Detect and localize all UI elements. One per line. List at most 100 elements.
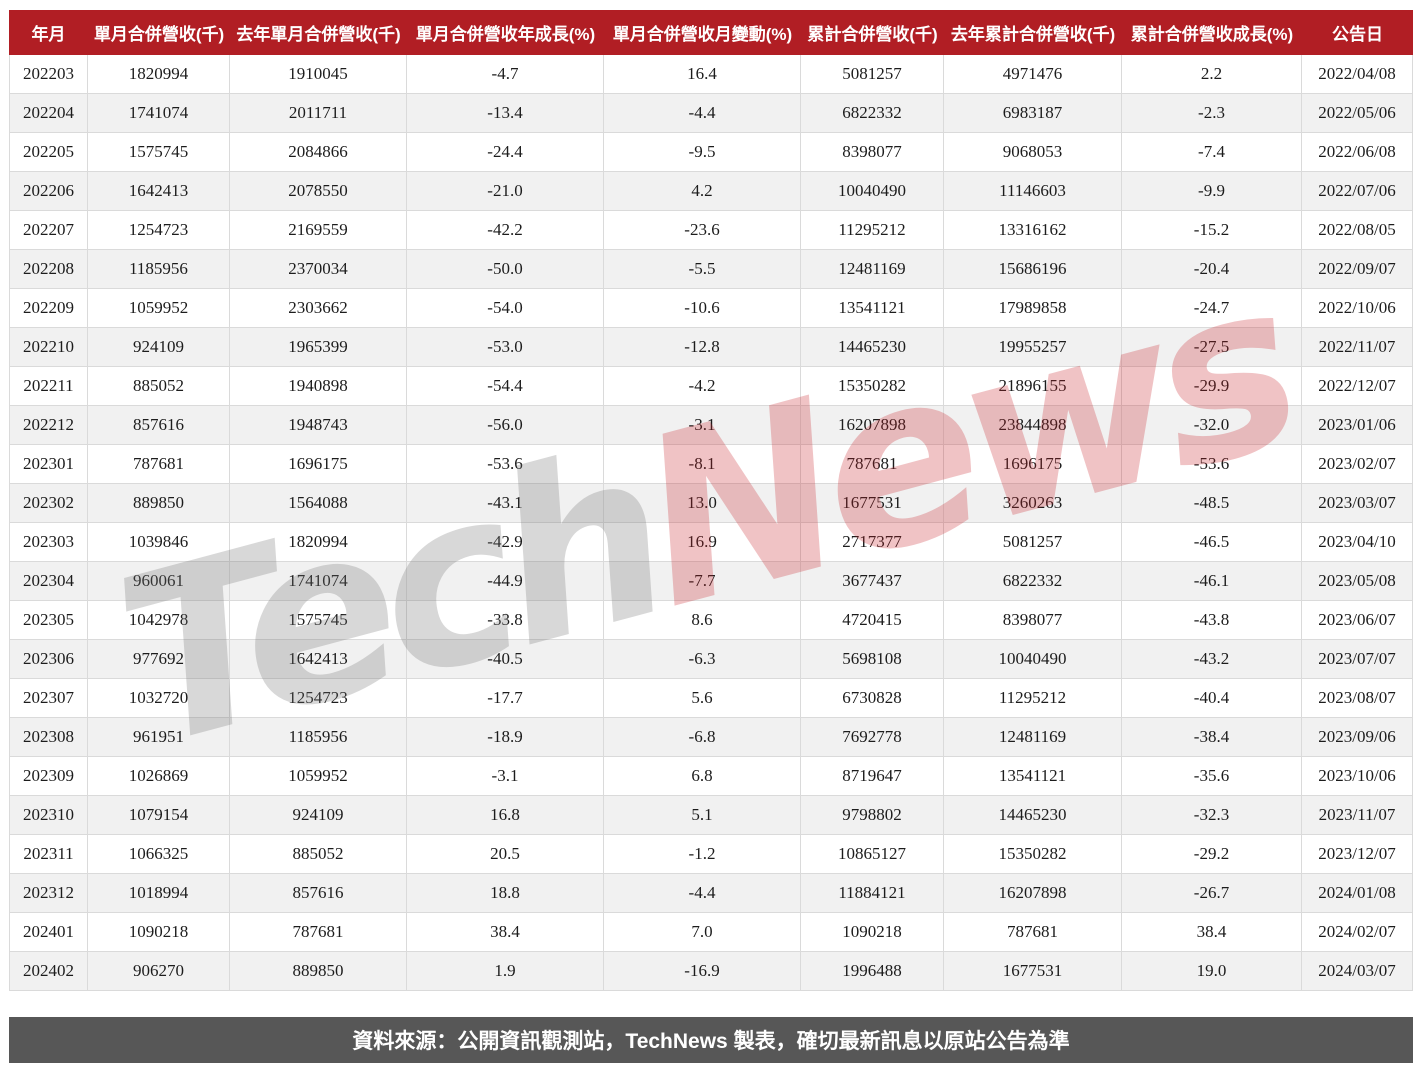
table-cell: 17989858 [944, 289, 1122, 327]
table-cell: 1575745 [230, 601, 407, 639]
table-cell: 1079154 [88, 796, 230, 834]
table-cell: 202308 [10, 718, 88, 756]
table-row: 202310 1079154 924109 16.8 5.1 9798802 1446523… [10, 796, 1413, 835]
table-cell: -5.5 [604, 250, 801, 288]
table-cell: 889850 [88, 484, 230, 522]
table-cell: -16.9 [604, 952, 801, 990]
table-cell: 202204 [10, 94, 88, 132]
table-cell: 13541121 [944, 757, 1122, 795]
table-cell: 2023/06/07 [1302, 601, 1413, 639]
table-cell: 2023/11/07 [1302, 796, 1413, 834]
table-header-row: 年月 單月合併營收(千) 去年單月合併營收(千) 單月合併營收年成長(%) 單月合併營收… [9, 10, 1413, 55]
table-cell: 2022/12/07 [1302, 367, 1413, 405]
table-row: 202209 1059952 2303662 -54.0 -10.6 13541121 17… [10, 289, 1413, 328]
table-row: 202204 1741074 2011711 -13.4 -4.4 6822332 6983… [10, 94, 1413, 133]
table-cell: 202309 [10, 757, 88, 795]
table-cell: 1018994 [88, 874, 230, 912]
table-row: 202206 1642413 2078550 -21.0 4.2 10040490 1114… [10, 172, 1413, 211]
table-cell: 2023/08/07 [1302, 679, 1413, 717]
table-cell: 889850 [230, 952, 407, 990]
table-cell: -46.1 [1122, 562, 1302, 600]
table-row: 202309 1026869 1059952 -3.1 6.8 8719647 135411… [10, 757, 1413, 796]
table-cell: 2023/04/10 [1302, 523, 1413, 561]
table-cell: 1741074 [88, 94, 230, 132]
table-row: 202302 889850 1564088 -43.1 13.0 1677531 32602… [10, 484, 1413, 523]
column-header: 公告日 [1332, 25, 1383, 44]
table-row: 202312 1018994 857616 18.8 -4.4 11884121 16207… [10, 874, 1413, 913]
table-cell: 6822332 [944, 562, 1122, 600]
table-cell: 1940898 [230, 367, 407, 405]
table-row: 202311 1066325 885052 20.5 -1.2 10865127 15350… [10, 835, 1413, 874]
table-cell: 16.8 [407, 796, 604, 834]
table-cell: -21.0 [407, 172, 604, 210]
table-body: 202203 1820994 1910045 -4.7 16.4 5081257 49714… [9, 55, 1413, 991]
table-cell: 977692 [88, 640, 230, 678]
table-cell: -32.0 [1122, 406, 1302, 444]
column-header: 單月合併營收年成長(%) [415, 25, 596, 44]
table-cell: -3.1 [604, 406, 801, 444]
table-row: 202301 787681 1696175 -53.6 -8.1 787681 169617… [10, 445, 1413, 484]
table-cell: 202301 [10, 445, 88, 483]
table-cell: 202302 [10, 484, 88, 522]
table-cell: 13.0 [604, 484, 801, 522]
table-cell: 1741074 [230, 562, 407, 600]
table-row: 202401 1090218 787681 38.4 7.0 1090218 787681 3… [10, 913, 1413, 952]
table-cell: 5.6 [604, 679, 801, 717]
table-cell: 1820994 [88, 55, 230, 93]
table-cell: 11295212 [801, 211, 944, 249]
table-row: 202306 977692 1642413 -40.5 -6.3 5698108 10040… [10, 640, 1413, 679]
table-row: 202303 1039846 1820994 -42.9 16.9 2717377 5081… [10, 523, 1413, 562]
table-cell: 2023/10/06 [1302, 757, 1413, 795]
table-row: 202307 1032720 1254723 -17.7 5.6 6730828 11295… [10, 679, 1413, 718]
table-cell: -13.4 [407, 94, 604, 132]
table-cell: 16207898 [944, 874, 1122, 912]
table-cell: -43.1 [407, 484, 604, 522]
table-cell: 1965399 [230, 328, 407, 366]
table-row: 202402 906270 889850 1.9 -16.9 1996488 1677531… [10, 952, 1413, 991]
table-cell: -40.4 [1122, 679, 1302, 717]
table-cell: 4720415 [801, 601, 944, 639]
table-cell: 2084866 [230, 133, 407, 171]
table-cell: 3677437 [801, 562, 944, 600]
table-cell: 4.2 [604, 172, 801, 210]
table-cell: 202307 [10, 679, 88, 717]
table-cell: 1026869 [88, 757, 230, 795]
table-cell: 1696175 [944, 445, 1122, 483]
column-header: 單月合併營收月變動(%) [612, 25, 793, 44]
table-cell: 19955257 [944, 328, 1122, 366]
table-cell: 10865127 [801, 835, 944, 873]
table-cell: 885052 [88, 367, 230, 405]
table-cell: 960061 [88, 562, 230, 600]
table-cell: 4971476 [944, 55, 1122, 93]
table-cell: 2023/07/07 [1302, 640, 1413, 678]
table-cell: 2022/06/08 [1302, 133, 1413, 171]
table-cell: -10.6 [604, 289, 801, 327]
table-cell: -33.8 [407, 601, 604, 639]
table-cell: 202211 [10, 367, 88, 405]
table-cell: -29.9 [1122, 367, 1302, 405]
table-cell: 2303662 [230, 289, 407, 327]
table-cell: 202402 [10, 952, 88, 990]
table-cell: 1032720 [88, 679, 230, 717]
table-cell: 1677531 [944, 952, 1122, 990]
table-cell: 202210 [10, 328, 88, 366]
table-cell: 2024/01/08 [1302, 874, 1413, 912]
table-cell: 1254723 [230, 679, 407, 717]
table-cell: 13541121 [801, 289, 944, 327]
table-cell: 16207898 [801, 406, 944, 444]
table-cell: -9.5 [604, 133, 801, 171]
table-cell: 2022/10/06 [1302, 289, 1413, 327]
table-cell: 2370034 [230, 250, 407, 288]
table-cell: 2023/05/08 [1302, 562, 1413, 600]
table-cell: 2023/09/06 [1302, 718, 1413, 756]
table-row: 202304 960061 1741074 -44.9 -7.7 3677437 68223… [10, 562, 1413, 601]
table-cell: 1059952 [88, 289, 230, 327]
table-row: 202305 1042978 1575745 -33.8 8.6 4720415 83980… [10, 601, 1413, 640]
table-cell: 8719647 [801, 757, 944, 795]
table-cell: 1910045 [230, 55, 407, 93]
column-header: 累計合併營收成長(%) [1130, 25, 1294, 44]
table-cell: 8398077 [944, 601, 1122, 639]
table-row: 202205 1575745 2084866 -24.4 -9.5 8398077 9068… [10, 133, 1413, 172]
table-cell: -7.7 [604, 562, 801, 600]
table-cell: 1642413 [88, 172, 230, 210]
